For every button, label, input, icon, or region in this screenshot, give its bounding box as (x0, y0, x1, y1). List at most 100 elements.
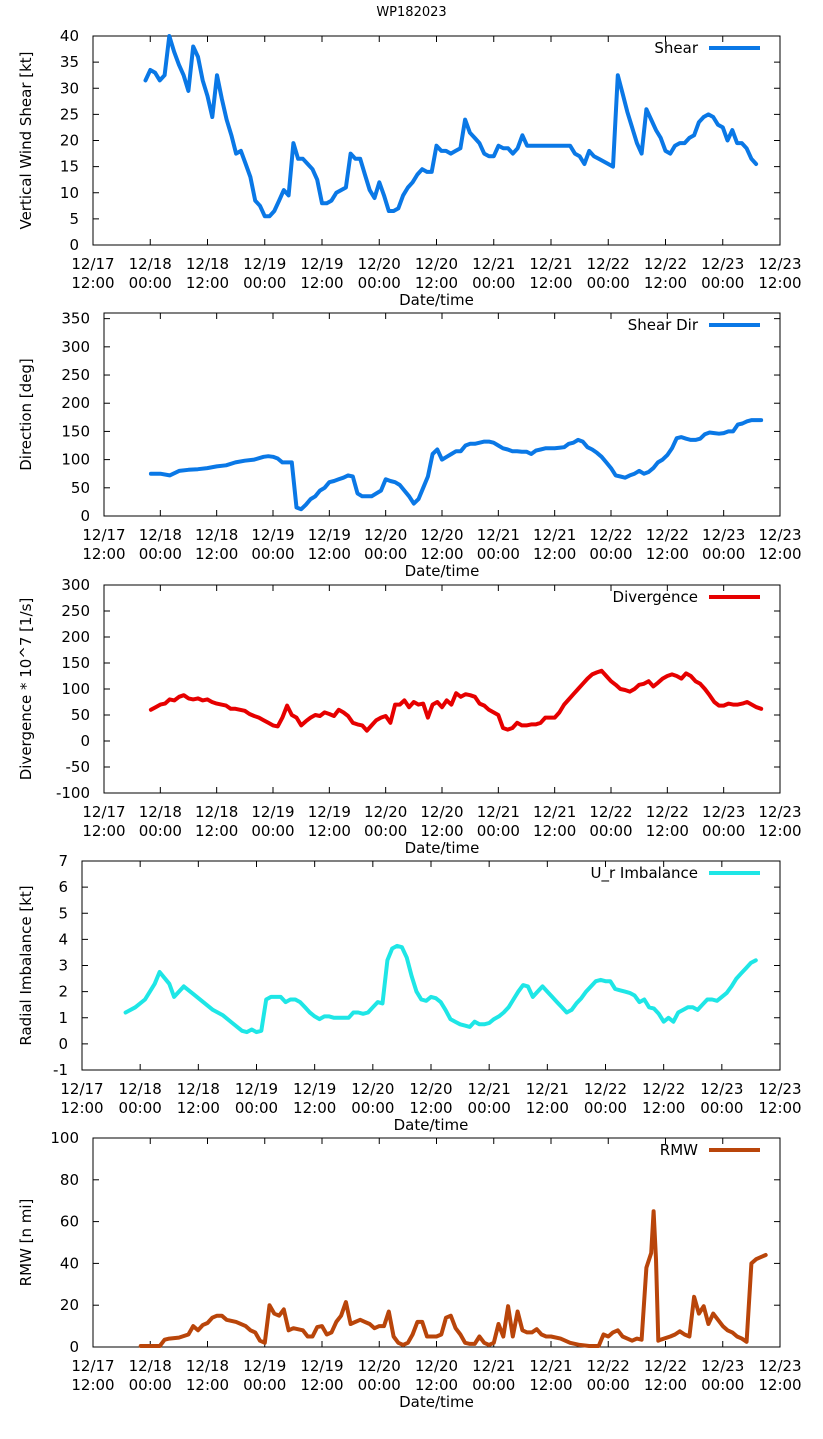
plot-frame (81, 860, 781, 1071)
y-tick-label: 300 (61, 576, 90, 594)
x-tick-label-time: 00:00 (129, 1376, 172, 1394)
x-tick-label-time: 12:00 (82, 545, 125, 563)
x-tick-label-time: 12:00 (186, 274, 229, 292)
chart-panel-shear-direction: 05010015020025030035012/1712:0012/1800:0… (17, 310, 802, 580)
series-line-shear (143, 34, 759, 219)
x-tick-label-time: 12:00 (195, 545, 238, 563)
x-tick-label-time: 12:00 (71, 274, 114, 292)
x-tick-label-time: 12:00 (420, 545, 463, 563)
legend-label: RMW (660, 1141, 698, 1159)
x-tick-label-date: 12/19 (235, 1080, 278, 1098)
legend-label: U_r Imbalance (590, 864, 698, 883)
y-tick-label: 300 (61, 338, 90, 356)
x-tick-label-date: 12/17 (60, 1080, 103, 1098)
y-tick-label: -100 (56, 784, 90, 802)
x-tick-label-date: 12/23 (758, 803, 801, 821)
series-line-shear-direction (148, 418, 764, 512)
y-tick-label: 1 (58, 1009, 68, 1027)
x-tick-label-date: 12/19 (308, 803, 351, 821)
legend-label: Shear (654, 39, 698, 57)
x-tick-label-time: 00:00 (477, 545, 520, 563)
x-tick-label-date: 12/21 (526, 1080, 569, 1098)
x-tick-label-date: 12/18 (195, 526, 238, 544)
y-tick-label: 350 (61, 310, 90, 328)
x-tick-label-date: 12/17 (82, 526, 125, 544)
x-tick-label-time: 12:00 (186, 1376, 229, 1394)
y-tick-label: 35 (60, 53, 79, 71)
x-tick-label-time: 12:00 (526, 1099, 569, 1117)
x-tick-label-time: 12:00 (533, 822, 576, 840)
y-tick-label: 100 (61, 451, 90, 469)
x-tick-label-time: 00:00 (584, 1099, 627, 1117)
x-tick-label-date: 12/23 (700, 1080, 743, 1098)
y-axis-label: RMW [n mi] (17, 1199, 35, 1287)
y-tick-label: 40 (60, 1254, 79, 1272)
y-tick-label: 2 (58, 983, 68, 1001)
chart-panel-radial-imbalance: -10123456712/1712:0012/1800:0012/1812:00… (17, 852, 802, 1134)
y-tick-label: 5 (69, 210, 79, 228)
y-tick-label: 200 (61, 628, 90, 646)
x-tick-label-date: 12/19 (293, 1080, 336, 1098)
x-tick-label-date: 12/18 (139, 803, 182, 821)
x-tick-label-time: 12:00 (642, 1099, 685, 1117)
x-tick-label-date: 12/18 (129, 255, 172, 273)
x-tick-label-time: 00:00 (589, 822, 632, 840)
x-tick-label-date: 12/19 (300, 1357, 343, 1375)
x-tick-label-time: 12:00 (644, 274, 687, 292)
x-axis-label: Date/time (399, 291, 474, 309)
x-tick-label-date: 12/19 (251, 803, 294, 821)
x-tick-label-date: 12/18 (119, 1080, 162, 1098)
x-tick-label-date: 12/20 (351, 1080, 394, 1098)
x-tick-label-time: 00:00 (139, 822, 182, 840)
x-tick-label-date: 12/19 (243, 1357, 286, 1375)
x-tick-label-date: 12/23 (758, 526, 801, 544)
x-tick-label-time: 12:00 (758, 822, 801, 840)
x-tick-label-date: 12/18 (177, 1080, 220, 1098)
x-tick-label-time: 00:00 (701, 1376, 744, 1394)
x-tick-label-date: 12/20 (358, 1357, 401, 1375)
x-tick-label-time: 00:00 (587, 1376, 630, 1394)
x-tick-label-date: 12/21 (533, 803, 576, 821)
y-tick-label: 0 (69, 1338, 79, 1356)
x-tick-label-time: 12:00 (60, 1099, 103, 1117)
plot-frame (103, 584, 781, 794)
x-tick-label-date: 12/20 (415, 1357, 458, 1375)
x-tick-label-time: 12:00 (300, 274, 343, 292)
y-tick-label: 150 (61, 654, 90, 672)
x-tick-label-time: 00:00 (251, 545, 294, 563)
x-axis-label: Date/time (405, 839, 480, 857)
plot-frame (103, 312, 781, 517)
x-tick-label-time: 00:00 (235, 1099, 278, 1117)
x-tick-label-time: 00:00 (129, 274, 172, 292)
x-tick-label-time: 00:00 (472, 274, 515, 292)
figure-title: WP182023 (376, 5, 446, 20)
y-tick-label: 80 (60, 1171, 79, 1189)
y-tick-label: 25 (60, 105, 79, 123)
x-tick-label-date: 12/19 (308, 526, 351, 544)
x-tick-label-time: 00:00 (702, 822, 745, 840)
x-tick-label-date: 12/21 (468, 1080, 511, 1098)
x-tick-label-date: 12/22 (584, 1080, 627, 1098)
x-tick-label-date: 12/21 (529, 255, 572, 273)
x-tick-label-date: 12/18 (186, 255, 229, 273)
y-axis-label: Vertical Wind Shear [kt] (17, 51, 35, 229)
x-tick-label-date: 12/20 (420, 803, 463, 821)
x-tick-label-date: 12/20 (358, 255, 401, 273)
x-tick-label-time: 00:00 (243, 274, 286, 292)
chart-panel-divergence: -100-5005010015020025030012/1712:0012/18… (17, 576, 802, 857)
x-tick-label-date: 12/23 (701, 1357, 744, 1375)
y-tick-label: 0 (80, 732, 90, 750)
x-tick-label-date: 12/19 (243, 255, 286, 273)
y-axis-label: Direction [deg] (17, 358, 35, 471)
x-tick-label-date: 12/20 (415, 255, 458, 273)
x-tick-label-date: 12/20 (364, 526, 407, 544)
charts-container: 051015202530354012/1712:0012/1800:0012/1… (17, 27, 802, 1411)
legend-label: Divergence (613, 588, 698, 606)
x-tick-label-date: 12/22 (644, 1357, 687, 1375)
x-tick-label-time: 00:00 (700, 1099, 743, 1117)
series-line-radial-imbalance (123, 943, 758, 1035)
x-tick-label-date: 12/18 (195, 803, 238, 821)
y-tick-label: 3 (58, 957, 68, 975)
x-tick-label-time: 00:00 (358, 274, 401, 292)
x-tick-label-date: 12/22 (587, 1357, 630, 1375)
